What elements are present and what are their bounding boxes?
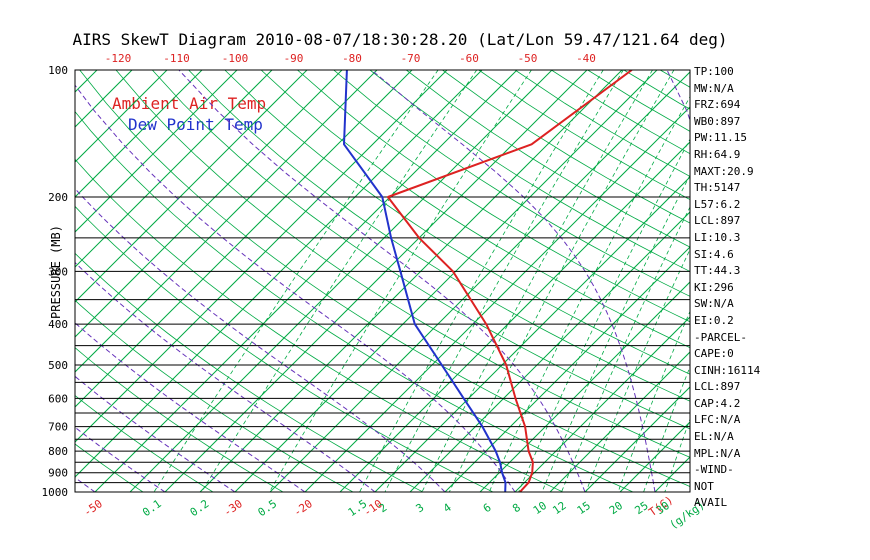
info-line-14: SW:N/A (694, 297, 734, 311)
info-line-21: LFC:N/A (694, 413, 741, 427)
legend-dew-point-temp: Dew Point Temp (128, 115, 263, 134)
info-line-8: L57:6.2 (694, 197, 741, 211)
tick-label: 30 (654, 499, 672, 517)
dewpoint-profile-line (343, 70, 507, 492)
tick-label: 20 (607, 499, 625, 517)
info-line-7: TH:5147 (694, 181, 741, 195)
info-line-0: TP:100 (694, 65, 734, 78)
info-line-4: PW:11.15 (694, 131, 747, 145)
tick-label: 0.1 (140, 497, 164, 519)
info-line-24: -WIND- (694, 463, 734, 477)
info-line-1: MW:N/A (694, 81, 734, 95)
tick-label: 6 (481, 501, 494, 515)
info-line-25: NOT (694, 479, 714, 493)
tick-label: 8 (510, 501, 523, 515)
tick-label: -50 (81, 497, 105, 519)
info-line-20: CAP:4.2 (694, 396, 741, 410)
tick-label: -30 (221, 497, 245, 519)
tick-label: 0.5 (256, 497, 280, 519)
info-line-3: WB0:897 (694, 114, 741, 128)
plot-border (74, 69, 691, 493)
tick-label: 300 (48, 265, 68, 278)
tick-label: 4 (441, 501, 454, 516)
tick-label: -70 (401, 52, 421, 65)
info-line-23: MPL:N/A (694, 446, 741, 460)
info-line-12: TT:44.3 (694, 264, 741, 278)
info-line-13: KI:296 (694, 280, 734, 294)
tick-label: 10 (531, 499, 549, 517)
info-line-17: CAPE:0 (694, 347, 734, 361)
info-line-10: LI:10.3 (694, 230, 741, 244)
temperature-profile-line (386, 70, 633, 492)
tick-label: 15 (575, 499, 593, 517)
isotherm-lines (75, 70, 690, 492)
tick-label: 3 (414, 501, 427, 515)
info-line-22: EL:N/A (694, 430, 734, 444)
tick-label: 500 (48, 359, 68, 372)
tick-label: -90 (284, 52, 304, 65)
top-temp-ticks: -120 -110 -100 -90 -80 -70 -60 -50 -40 (105, 52, 596, 65)
tick-label: -20 (291, 497, 315, 519)
pressure-ticks: 100 200 300 400 500 600 700 800 900 1000 (42, 64, 69, 499)
info-line-5: RH:64.9 (694, 147, 741, 161)
tick-label: -100 (222, 52, 249, 65)
info-line-26: AVAIL (694, 496, 728, 510)
tick-label: 12 (550, 499, 568, 517)
chart-title: AIRS SkewT Diagram 2010-08-07/18:30:28.2… (72, 30, 728, 49)
tick-label: -60 (459, 52, 479, 65)
tick-label: 0.2 (188, 497, 212, 519)
tick-label: -40 (576, 52, 596, 65)
tick-label: 100 (48, 64, 68, 77)
info-panel: TP:100 MW:N/A FRZ:694 WB0:897 PW:11.15 RH:64.… (694, 64, 870, 512)
tick-label: 400 (48, 318, 68, 331)
legend-ambient-air-temp: Ambient Air Temp (112, 94, 267, 113)
tick-label: 600 (48, 392, 68, 405)
tick-label: 2 (376, 501, 389, 515)
info-line-2: FRZ:694 (694, 98, 741, 112)
info-line-18: CINH:16114 (694, 363, 761, 377)
info-line-15: EI:0.2 (694, 313, 734, 327)
tick-label: 900 (48, 467, 68, 480)
tick-label: 1000 (42, 486, 69, 499)
tick-label: 800 (48, 445, 68, 458)
tick-label: 700 (48, 421, 68, 434)
tick-label: -110 (163, 52, 190, 65)
tick-label: -120 (105, 52, 132, 65)
tick-label: -80 (342, 52, 362, 65)
info-line-16: -PARCEL- (694, 330, 747, 344)
info-line-11: SI:4.6 (694, 247, 734, 261)
info-line-6: MAXT:20.9 (694, 164, 754, 178)
info-line-9: LCL:897 (694, 214, 741, 228)
tick-label: 25 (632, 499, 650, 517)
plot-area (75, 70, 690, 492)
info-line-19: LCL:897 (694, 380, 741, 394)
tick-label: 200 (48, 191, 68, 204)
tick-label: -50 (518, 52, 538, 65)
